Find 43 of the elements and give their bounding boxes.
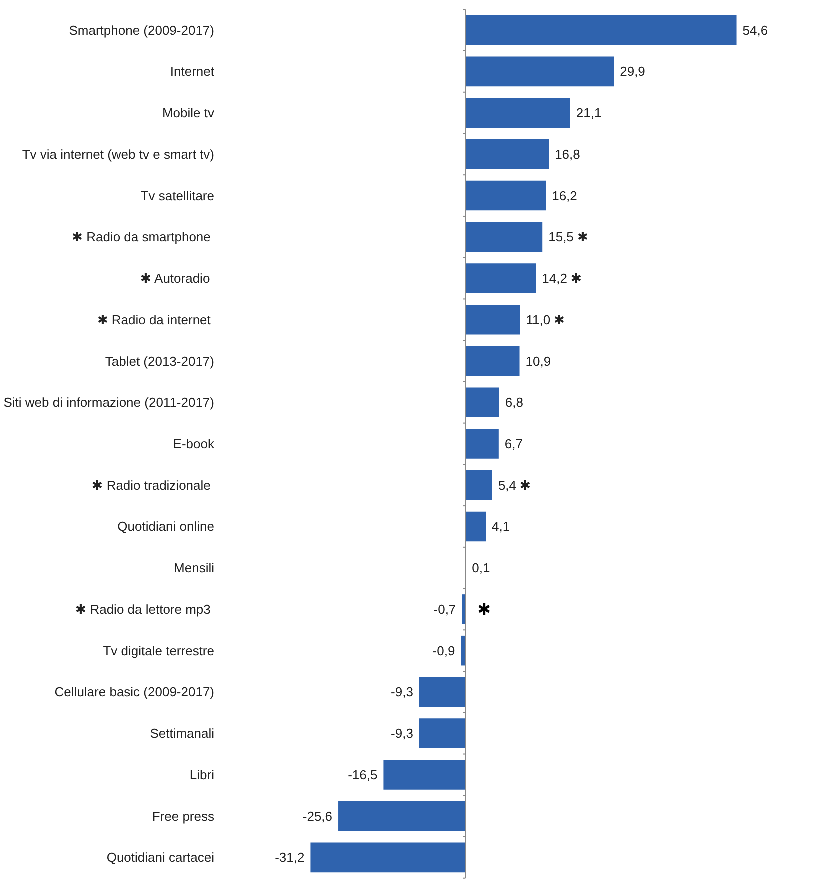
- y-tick-label: ✱ Radio tradizionale: [92, 478, 211, 493]
- y-tick-label: Mensili: [174, 560, 215, 576]
- data-label: 6,7: [504, 436, 523, 452]
- data-label: -31,2: [275, 850, 305, 866]
- y-tick-label: Tv via internet (web tv e smart tv): [22, 146, 215, 162]
- data-label: 6,8: [505, 395, 524, 410]
- y-tick-label: ✱ Radio da internet: [97, 312, 212, 328]
- data-label: 10,9: [526, 354, 552, 369]
- data-label: -9,3: [391, 726, 414, 742]
- annotation: ✱: [478, 600, 492, 619]
- y-tick-label: Siti web di informazione (2011-2017): [4, 395, 215, 410]
- y-tick-label: Tablet (2013-2017): [105, 354, 215, 369]
- y-tick-label: Libri: [190, 767, 215, 782]
- y-tick-label: Quotidiani cartacei: [106, 850, 215, 866]
- y-tick-label: Settimanali: [150, 726, 215, 742]
- y-tick-label: Quotidiani online: [118, 519, 215, 534]
- data-label: 21,1: [576, 106, 602, 121]
- y-tick-label: Mobile tv: [162, 106, 215, 121]
- data-label: -16,5: [348, 767, 378, 782]
- y-tick-label: Smartphone (2009-2017): [69, 22, 215, 38]
- data-label: 14,2 ✱: [542, 271, 582, 286]
- data-label: -9,3: [391, 684, 414, 700]
- data-label: -0,7: [434, 602, 456, 617]
- data-label: 11,0 ✱: [526, 312, 566, 328]
- data-label: 16,2: [552, 188, 578, 204]
- data-label: 54,6: [742, 22, 768, 38]
- y-tick-label: E-book: [173, 436, 215, 452]
- y-tick-label: Internet: [170, 64, 215, 80]
- y-tick-label: ✱ Radio da smartphone: [72, 230, 211, 245]
- data-label: 15,5 ✱: [548, 230, 589, 245]
- data-label: 16,8: [555, 146, 580, 162]
- data-label: 5,4 ✱: [498, 478, 532, 493]
- y-tick-label: ✱ Autoradio: [140, 271, 210, 286]
- y-tick-label: Free press: [152, 808, 215, 824]
- y-tick-label: Tv satellitare: [140, 188, 215, 204]
- data-label: 4,1: [492, 519, 510, 534]
- data-label: -0,9: [432, 643, 456, 658]
- y-tick-label: ✱ Radio da lettore mp3: [76, 602, 211, 617]
- y-tick-label: Tv digitale terrestre: [103, 643, 215, 658]
- data-label: -25,6: [302, 808, 333, 824]
- data-label: 29,9: [620, 64, 646, 80]
- data-label: 0,1: [472, 560, 490, 576]
- y-tick-label: Cellulare basic (2009-2017): [54, 684, 214, 700]
